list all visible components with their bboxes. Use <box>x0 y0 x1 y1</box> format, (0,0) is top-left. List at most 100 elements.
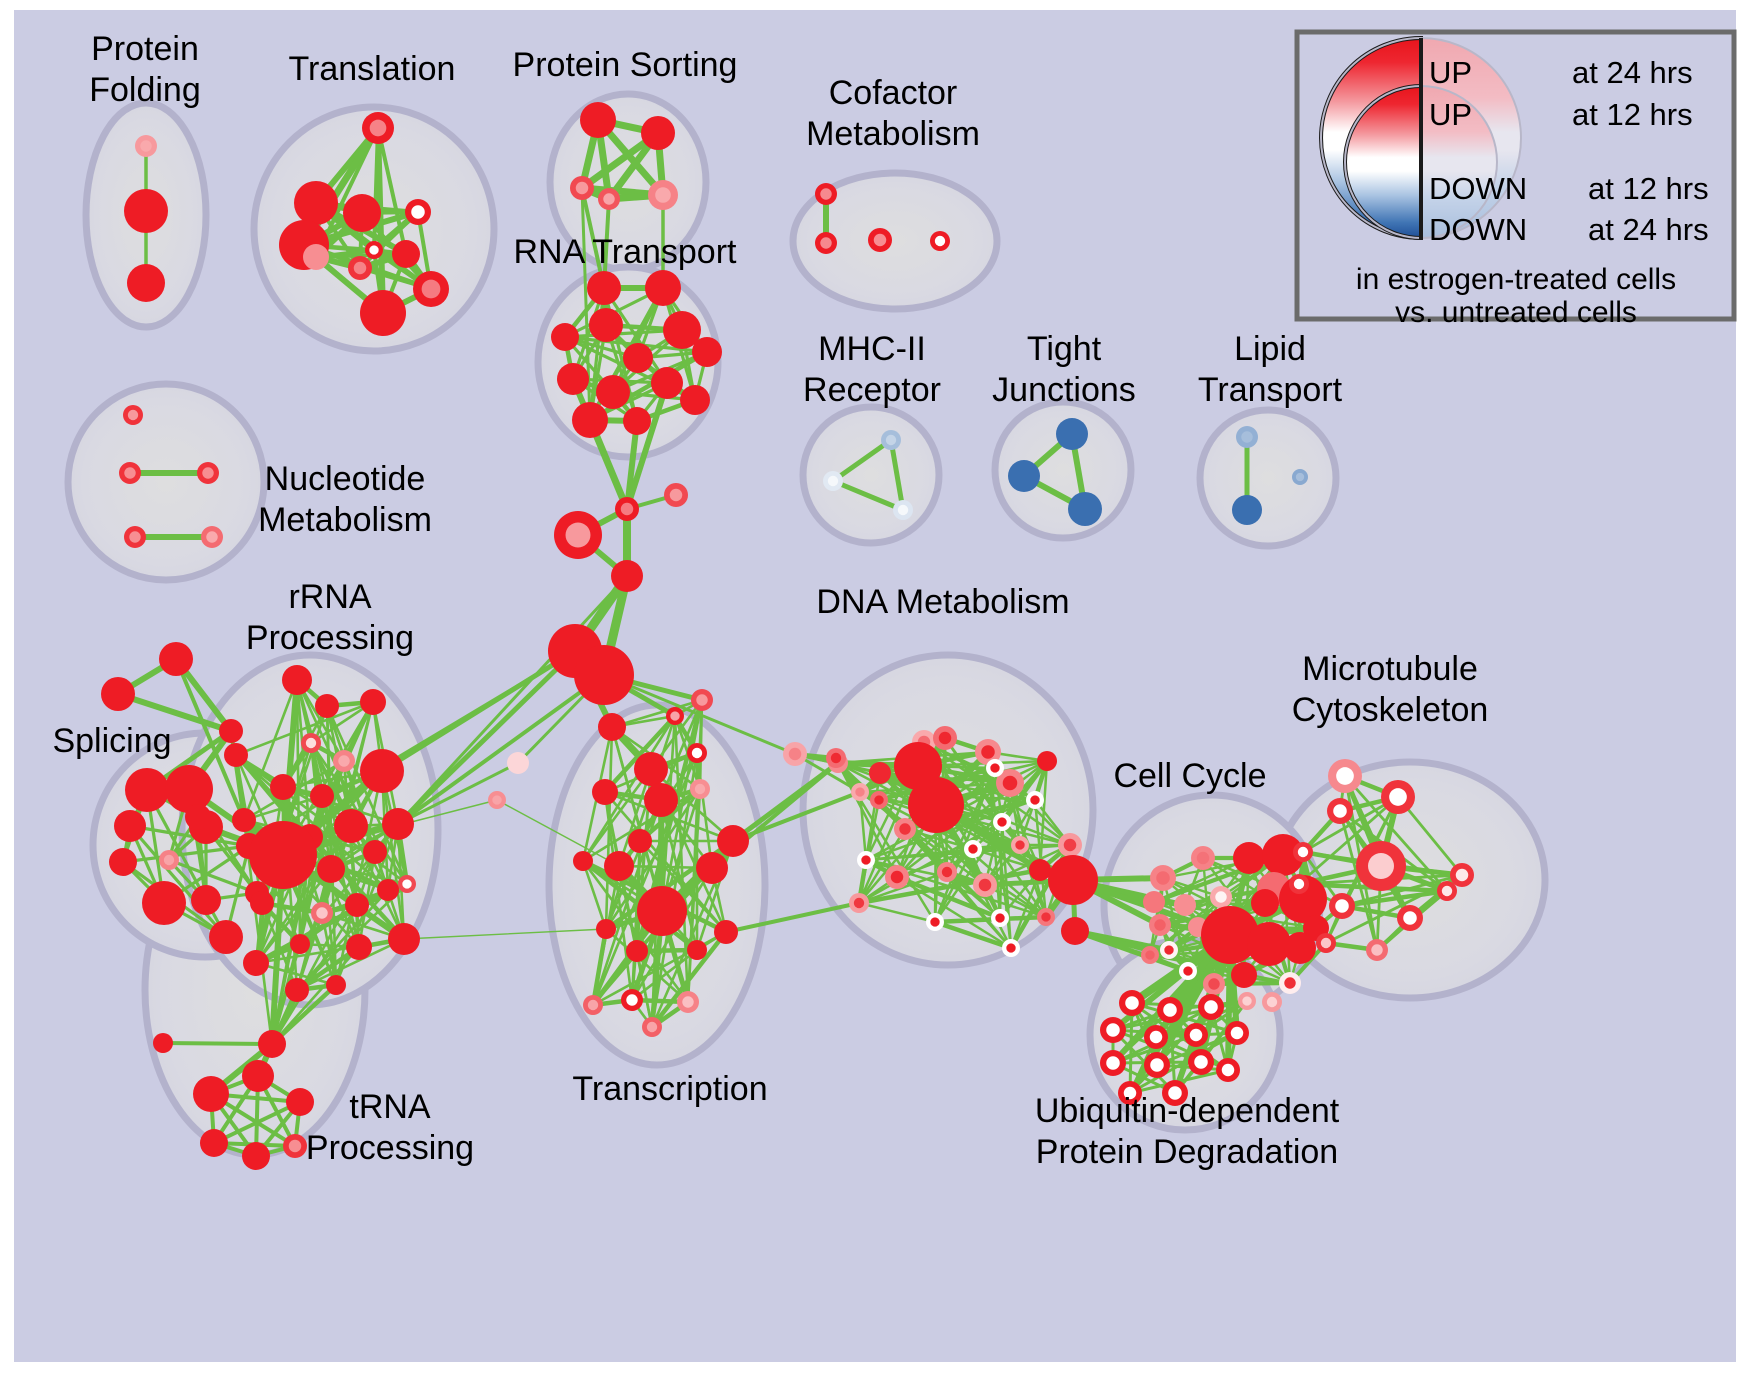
network-node[interactable] <box>926 913 944 931</box>
network-node[interactable] <box>250 891 274 915</box>
network-node[interactable] <box>663 311 701 349</box>
network-node[interactable] <box>592 779 618 805</box>
network-node[interactable] <box>583 995 603 1015</box>
network-node[interactable] <box>114 810 146 842</box>
network-node[interactable] <box>1179 962 1197 980</box>
network-node[interactable] <box>687 940 707 960</box>
network-node[interactable] <box>851 783 869 801</box>
network-node[interactable] <box>1119 990 1145 1016</box>
network-node[interactable] <box>365 241 383 259</box>
network-node[interactable] <box>894 742 942 790</box>
network-node[interactable] <box>1056 418 1088 450</box>
network-node[interactable] <box>1232 495 1262 525</box>
network-node[interactable] <box>986 759 1004 777</box>
network-node[interactable] <box>587 271 621 305</box>
network-node[interactable] <box>1201 906 1259 964</box>
network-node[interactable] <box>687 743 707 763</box>
network-node[interactable] <box>125 768 169 812</box>
network-node[interactable] <box>993 813 1011 831</box>
network-node[interactable] <box>283 1134 307 1158</box>
network-node[interactable] <box>413 271 449 307</box>
network-node[interactable] <box>165 765 213 813</box>
network-node[interactable] <box>1100 1050 1126 1076</box>
network-node[interactable] <box>596 375 630 409</box>
network-node[interactable] <box>857 851 875 869</box>
network-node[interactable] <box>290 934 310 954</box>
network-node[interactable] <box>310 784 334 808</box>
network-node[interactable] <box>1037 751 1057 771</box>
network-node[interactable] <box>615 497 639 521</box>
network-node[interactable] <box>664 483 688 507</box>
network-node[interactable] <box>1329 893 1355 919</box>
network-node[interactable] <box>362 112 394 144</box>
network-node[interactable] <box>930 231 950 251</box>
network-node[interactable] <box>1141 946 1159 964</box>
network-node[interactable] <box>626 940 648 962</box>
network-node[interactable] <box>717 825 749 857</box>
network-node[interactable] <box>572 402 608 438</box>
network-node[interactable] <box>690 779 710 799</box>
network-node[interactable] <box>1279 972 1301 994</box>
network-node[interactable] <box>142 881 186 925</box>
network-node[interactable] <box>580 102 616 138</box>
network-node[interactable] <box>621 989 643 1011</box>
network-node[interactable] <box>1162 1080 1188 1106</box>
network-node[interactable] <box>1225 1021 1249 1045</box>
network-node[interactable] <box>598 713 626 741</box>
network-node[interactable] <box>1450 863 1474 887</box>
network-node[interactable] <box>557 363 589 395</box>
network-node[interactable] <box>815 183 837 205</box>
network-node[interactable] <box>326 975 346 995</box>
network-node[interactable] <box>282 665 312 695</box>
network-node[interactable] <box>634 752 668 786</box>
network-node[interactable] <box>382 808 414 840</box>
network-node[interactable] <box>1188 1049 1214 1075</box>
network-node[interactable] <box>200 1129 228 1157</box>
network-node[interactable] <box>869 762 891 784</box>
network-node[interactable] <box>242 1142 270 1170</box>
network-node[interactable] <box>348 256 372 280</box>
network-node[interactable] <box>388 923 420 955</box>
network-node[interactable] <box>975 739 1001 765</box>
network-node[interactable] <box>554 511 602 559</box>
network-node[interactable] <box>507 752 529 774</box>
network-node[interactable] <box>303 244 329 270</box>
network-node[interactable] <box>1231 962 1257 988</box>
network-node[interactable] <box>648 180 678 210</box>
network-node[interactable] <box>642 1017 662 1037</box>
network-node[interactable] <box>1327 798 1353 824</box>
network-node[interactable] <box>1397 905 1423 931</box>
network-node[interactable] <box>908 777 964 833</box>
network-node[interactable] <box>488 791 506 809</box>
network-node[interactable] <box>1216 1058 1240 1082</box>
network-node[interactable] <box>1157 997 1183 1023</box>
network-node[interactable] <box>849 893 869 913</box>
network-node[interactable] <box>644 783 678 817</box>
network-node[interactable] <box>363 840 387 864</box>
network-node[interactable] <box>360 749 404 793</box>
network-node[interactable] <box>301 733 321 753</box>
network-node[interactable] <box>596 919 616 939</box>
network-node[interactable] <box>153 1033 173 1053</box>
network-node[interactable] <box>1048 855 1098 905</box>
network-node[interactable] <box>868 228 892 252</box>
network-node[interactable] <box>109 848 137 876</box>
network-node[interactable] <box>1002 939 1020 957</box>
network-node[interactable] <box>1381 780 1415 814</box>
network-node[interactable] <box>628 829 652 853</box>
network-node[interactable] <box>1203 973 1225 995</box>
network-node[interactable] <box>315 694 339 718</box>
network-node[interactable] <box>1058 833 1082 857</box>
network-node[interactable] <box>881 430 901 450</box>
network-node[interactable] <box>1356 841 1406 891</box>
network-node[interactable] <box>398 875 416 893</box>
network-node[interactable] <box>1150 865 1176 891</box>
network-node[interactable] <box>937 862 957 882</box>
network-node[interactable] <box>377 879 399 901</box>
network-node[interactable] <box>1184 1023 1208 1047</box>
network-node[interactable] <box>1029 859 1051 881</box>
network-node[interactable] <box>570 176 594 200</box>
network-node[interactable] <box>270 774 296 800</box>
network-node[interactable] <box>119 462 141 484</box>
network-node[interactable] <box>360 290 406 336</box>
